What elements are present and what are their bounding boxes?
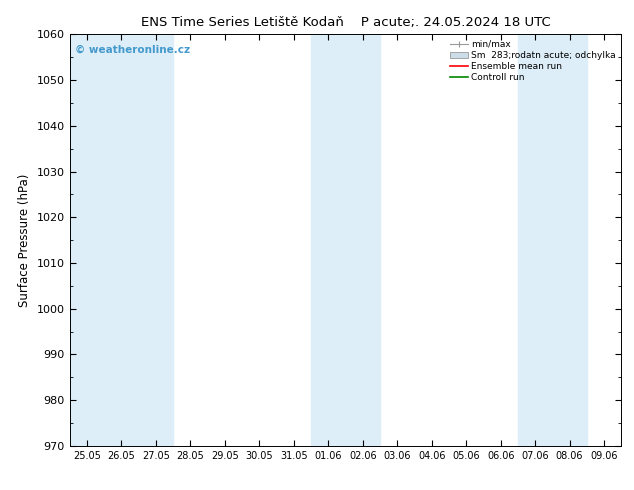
Text: © weatheronline.cz: © weatheronline.cz <box>75 45 190 54</box>
Legend: min/max, Sm  283;rodatn acute; odchylka, Ensemble mean run, Controll run: min/max, Sm 283;rodatn acute; odchylka, … <box>446 36 619 86</box>
Y-axis label: Surface Pressure (hPa): Surface Pressure (hPa) <box>18 173 31 307</box>
Title: ENS Time Series Letiště Kodaň    P acute;. 24.05.2024 18 UTC: ENS Time Series Letiště Kodaň P acute;. … <box>141 16 550 29</box>
Bar <box>70 34 173 446</box>
Bar <box>518 34 587 446</box>
Bar <box>311 34 380 446</box>
